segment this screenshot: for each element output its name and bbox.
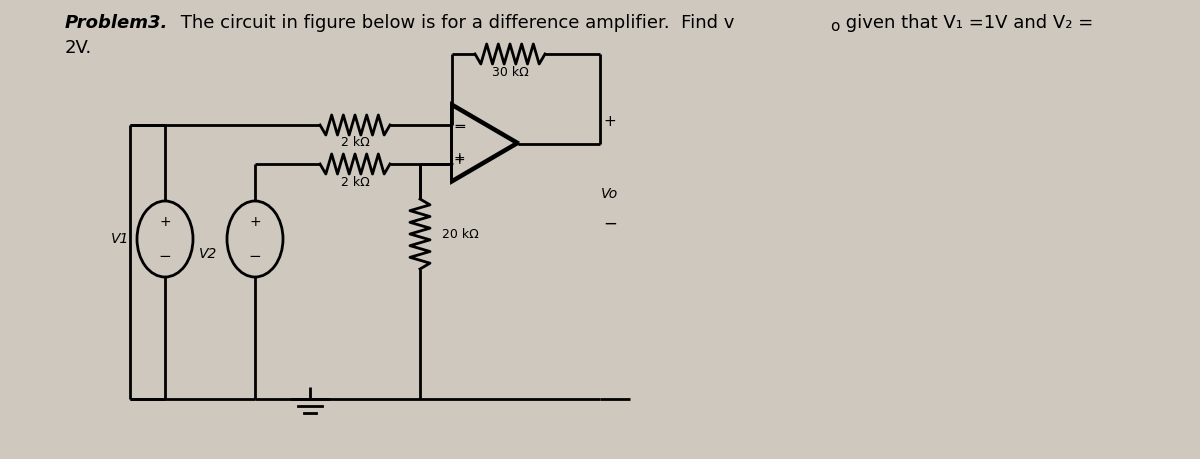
Text: −: −: [248, 249, 262, 263]
Text: V2: V2: [199, 247, 217, 261]
Text: +: +: [454, 151, 466, 166]
Text: −: −: [454, 120, 466, 135]
Text: 2V.: 2V.: [65, 39, 92, 57]
Text: Problem3.: Problem3.: [65, 14, 168, 32]
Text: 20 kΩ: 20 kΩ: [442, 228, 479, 241]
Text: V1: V1: [110, 232, 130, 246]
Text: −: −: [454, 118, 466, 133]
Text: −: −: [604, 215, 617, 233]
Text: 2 kΩ: 2 kΩ: [341, 136, 370, 150]
Text: given that V₁ =1V and V₂ =: given that V₁ =1V and V₂ =: [840, 14, 1093, 32]
Text: The circuit in figure below is for a difference amplifier.  Find v: The circuit in figure below is for a dif…: [175, 14, 734, 32]
Text: −: −: [158, 249, 172, 263]
Text: +: +: [250, 215, 260, 229]
Text: Vo: Vo: [601, 187, 619, 201]
Text: 2 kΩ: 2 kΩ: [341, 175, 370, 189]
Text: +: +: [604, 114, 617, 129]
Text: o: o: [830, 19, 839, 34]
Text: 30 kΩ: 30 kΩ: [492, 66, 528, 78]
Text: +: +: [454, 153, 466, 168]
Text: +: +: [160, 215, 170, 229]
